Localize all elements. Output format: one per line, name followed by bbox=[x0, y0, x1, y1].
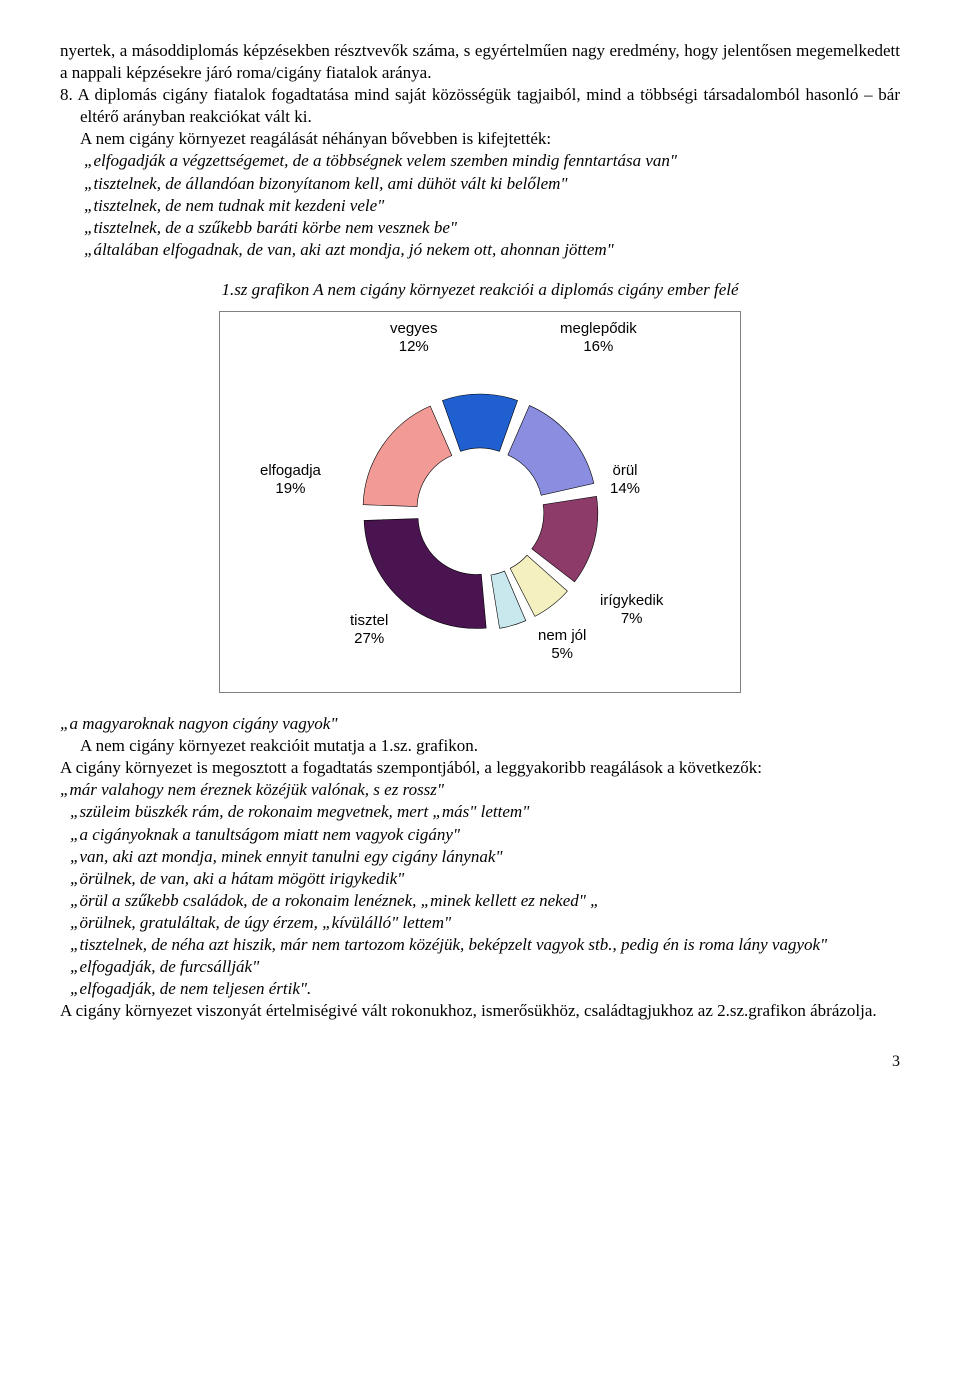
quote-below-chart: „a magyaroknak nagyon cigány vagyok" bbox=[60, 713, 900, 735]
label-orul: örül14% bbox=[610, 462, 640, 498]
quotes-top: „elfogadják a végzettségemet, de a többs… bbox=[84, 150, 900, 260]
quote-line: „szüleim büszkék rám, de rokonaim megvet… bbox=[70, 801, 900, 823]
donut-svg bbox=[220, 312, 740, 692]
label-tisztel: tisztel27% bbox=[350, 612, 388, 648]
label-nemjol: nem jól5% bbox=[538, 627, 586, 663]
quote-line: „tisztelnek, de nem tudnak mit kezdeni v… bbox=[84, 195, 900, 217]
quote-line: „tisztelnek, de állandóan bizonyítanom k… bbox=[84, 173, 900, 195]
quote-line: „a cigányoknak a tanultságom miatt nem v… bbox=[70, 824, 900, 846]
quotes-bottom: „már valahogy nem éreznek közéjük valóna… bbox=[60, 779, 900, 1000]
page-number: 3 bbox=[60, 1052, 900, 1073]
label-elfogadja: elfogadja19% bbox=[260, 462, 321, 498]
quote-line: „tisztelnek, de néha azt hiszik, már nem… bbox=[70, 934, 900, 956]
quote-line: „elfogadják a végzettségemet, de a többs… bbox=[84, 150, 900, 172]
pie-slice bbox=[442, 394, 517, 451]
quote-line: „van, aki azt mondja, minek ennyit tanul… bbox=[70, 846, 900, 868]
quote-line: „örülnek, gratuláltak, de úgy érzem, „kí… bbox=[70, 912, 900, 934]
para5: A cigány környezet viszonyát értelmiségi… bbox=[60, 1000, 900, 1022]
quote-line: „tisztelnek, de a szűkebb baráti körbe n… bbox=[84, 217, 900, 239]
quote-line: „már valahogy nem éreznek közéjük valóna… bbox=[60, 779, 900, 801]
quote-line: „általában elfogadnak, de van, aki azt m… bbox=[84, 239, 900, 261]
para2: A nem cigány környezet reagálását néhány… bbox=[60, 128, 900, 150]
pie-slice bbox=[508, 406, 594, 496]
quote-line: „örül a szűkebb családok, de a rokonaim … bbox=[70, 890, 900, 912]
quote-line: „örülnek, de van, aki a hátam mögött iri… bbox=[70, 868, 900, 890]
quote-line: „elfogadják, de nem teljesen értik". bbox=[70, 978, 900, 1000]
pie-slice bbox=[363, 406, 452, 507]
chart-caption: 1.sz grafikon A nem cigány környezet rea… bbox=[60, 279, 900, 301]
label-meglepodik: meglepődik16% bbox=[560, 320, 637, 356]
quote-line: „elfogadják, de furcsállják" bbox=[70, 956, 900, 978]
intro-paragraph: nyertek, a másoddiplomás képzésekben rés… bbox=[60, 40, 900, 84]
list8-intro: 8. A diplomás cigány fiatalok fogadtatás… bbox=[60, 84, 900, 128]
para3: A nem cigány környezet reakcióit mutatja… bbox=[60, 735, 900, 757]
label-vegyes: vegyes12% bbox=[390, 320, 438, 356]
pie-chart: vegyes12% meglepődik16% örül14% irígyked… bbox=[219, 311, 741, 693]
label-irigykedik: irígykedik7% bbox=[600, 592, 663, 628]
para4: A cigány környezet is megosztott a fogad… bbox=[60, 757, 900, 779]
